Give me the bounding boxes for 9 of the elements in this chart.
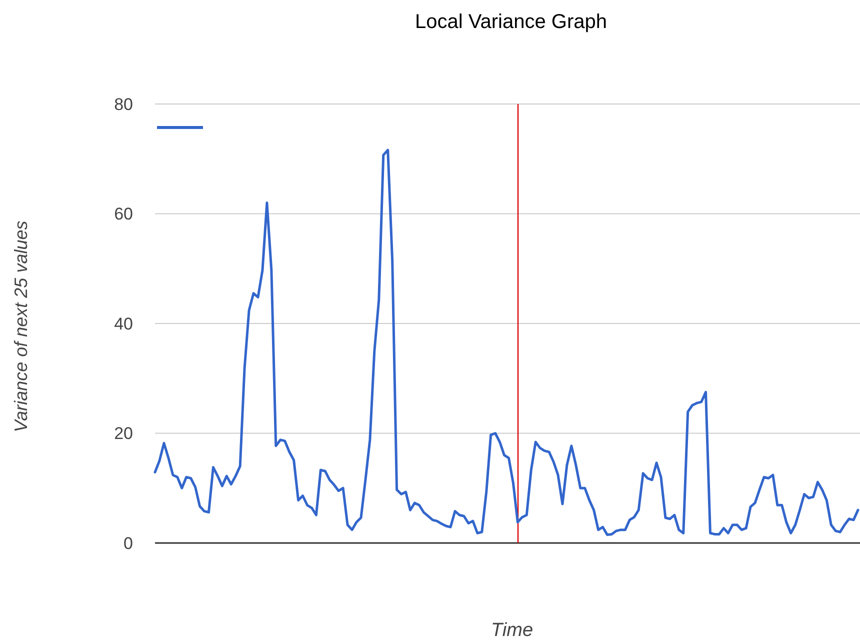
y-tick-label: 40 bbox=[114, 314, 133, 334]
y-tick-label: 60 bbox=[114, 204, 133, 224]
x-axis-title: Time bbox=[490, 620, 534, 641]
line-series bbox=[154, 148, 860, 536]
y-tick-label: 0 bbox=[124, 534, 133, 553]
y-tick-label: 20 bbox=[114, 424, 133, 444]
chart-title: Local Variance Graph bbox=[415, 11, 607, 33]
y-axis-title: Variance of next 25 values bbox=[11, 220, 31, 432]
y-tick-label: 80 bbox=[114, 94, 133, 114]
